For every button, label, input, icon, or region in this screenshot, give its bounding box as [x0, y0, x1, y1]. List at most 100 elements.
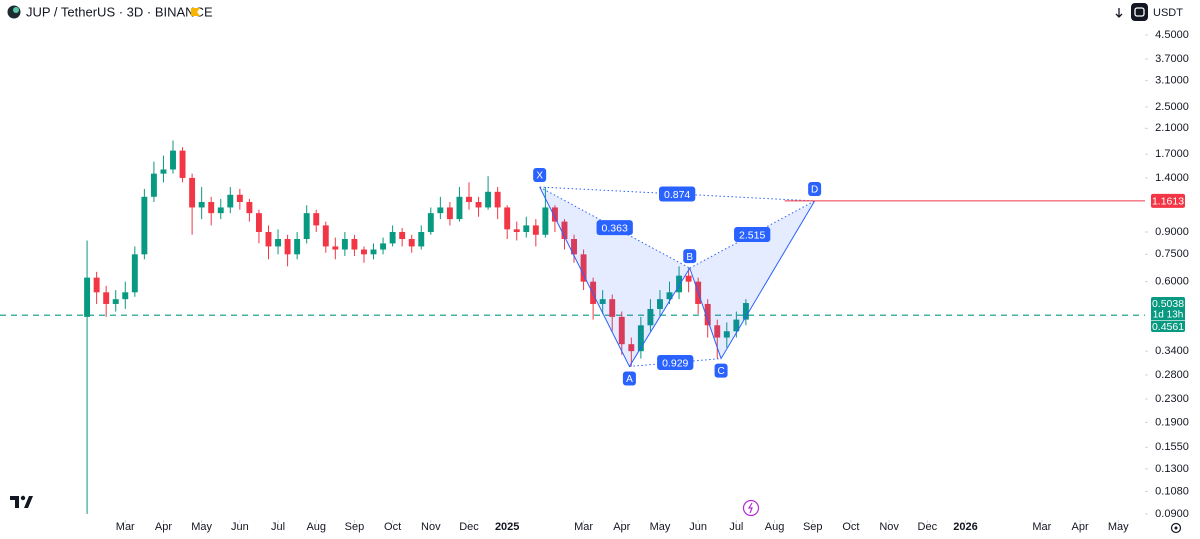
x-tick-label: Dec [459, 521, 479, 533]
event-circle[interactable] [742, 499, 760, 517]
download-icon[interactable] [1115, 8, 1123, 18]
candle-body [198, 202, 205, 208]
candle-body [475, 202, 482, 208]
events-icon[interactable] [742, 499, 760, 517]
ratio-label: 0.874 [664, 189, 690, 201]
candle-body [341, 239, 348, 250]
ratio-label: 0.363 [602, 222, 628, 234]
x-tick-label: Jul [271, 521, 285, 533]
x-tick-label: Aug [306, 521, 326, 533]
x-tick-label: Jun [689, 521, 707, 533]
x-tick-label: Aug [765, 521, 785, 533]
target-price-box [1151, 193, 1185, 208]
y-tick-label: 0.1900 [1155, 416, 1189, 428]
y-tick-label: 0.1080 [1155, 485, 1189, 497]
candle-body [160, 169, 167, 174]
y-tick-label: 0.6000 [1155, 276, 1189, 288]
y-tick-label: 0.9000 [1155, 226, 1189, 238]
candle-body [303, 213, 310, 240]
y-tick-label: 4.5000 [1155, 29, 1189, 41]
x-tick-label: Oct [384, 521, 401, 533]
candle-body [446, 207, 453, 220]
ratio-box [657, 355, 694, 371]
candle-body [609, 299, 616, 317]
candle-body [380, 243, 387, 250]
candle-body [466, 196, 472, 203]
candle-body [265, 232, 272, 247]
symbol-logo-accent [13, 7, 19, 13]
pattern-point-box [533, 168, 547, 183]
sync-icon [1134, 7, 1145, 17]
candle-body [275, 239, 281, 247]
candle-body [351, 239, 358, 250]
y-tick-label: 3.7000 [1155, 53, 1189, 65]
candle-body [246, 202, 253, 214]
symbol-title[interactable]: JUP / TetherUS · 3D · BINANCE [26, 4, 213, 19]
candle-body [332, 246, 339, 250]
x-tick-label: Mar [116, 521, 135, 533]
pattern-point-box [683, 249, 697, 264]
y-tick-label: 0.2800 [1155, 369, 1189, 381]
candle-body [122, 292, 129, 300]
candle-body [618, 316, 625, 345]
candle-body [208, 202, 215, 214]
pattern-point-label: X [536, 171, 543, 182]
pattern-point-label: B [686, 252, 693, 263]
candle-body [313, 213, 320, 226]
settings-icon[interactable] [1170, 522, 1182, 534]
x-tick-label: Oct [842, 521, 859, 533]
candle-body [714, 325, 721, 338]
candle-body [647, 308, 654, 326]
last-price-label: 0.5038 [1152, 298, 1184, 310]
x-tick-label: Sep [803, 521, 823, 533]
ratio-line [629, 358, 722, 367]
candle-body [504, 207, 511, 230]
ratio-label: 2.515 [739, 229, 765, 241]
ratio-box [734, 227, 771, 243]
x-tick-label: Apr [613, 521, 630, 533]
settings-gear[interactable] [1170, 522, 1182, 534]
plot-area: 0.874 0.363 2.515 0.929 X A B C D [0, 140, 1145, 514]
settings-gear-center [1174, 526, 1178, 530]
candle-body [599, 299, 606, 304]
candle-body [255, 213, 262, 233]
y-tick-label: 0.3400 [1155, 345, 1189, 357]
pattern-point-box [808, 181, 822, 196]
ratio-label: 0.929 [662, 357, 688, 369]
x-tick-label: Nov [421, 521, 441, 533]
y-tick-label: 1.4000 [1155, 172, 1189, 184]
candle-body [103, 292, 110, 304]
candle-body [418, 232, 425, 247]
y-tick-label: 3.1000 [1155, 75, 1189, 87]
candle-body [742, 303, 749, 320]
sync-button[interactable] [1131, 3, 1148, 21]
y-tick-label: 2.5000 [1155, 101, 1189, 113]
tv-logo-part [20, 495, 26, 501]
countdown-label: 1d 13h [1153, 310, 1184, 321]
candle-body [284, 239, 291, 255]
candle-body [542, 207, 549, 235]
ratio-box [659, 186, 696, 202]
x-tick-label: Sep [345, 521, 365, 533]
toolbar: JUP / TetherUS · 3D · BINANCE USDT [7, 3, 1183, 21]
candle-body [179, 150, 186, 178]
pattern-fill [689, 200, 815, 359]
candle-body [485, 191, 492, 208]
pattern-point-label: D [811, 185, 818, 196]
candle-body [571, 239, 577, 255]
x-tick-label: Apr [1072, 521, 1089, 533]
flag-icon[interactable] [191, 8, 200, 16]
x-tick-label: Mar [574, 521, 593, 533]
candle-body [370, 249, 377, 255]
last-price-box [1151, 297, 1185, 333]
x-tick-label: Mar [1032, 521, 1051, 533]
candle-body [666, 292, 673, 300]
candle-body [637, 325, 644, 352]
event-bolt [747, 502, 753, 514]
currency-label[interactable]: USDT [1153, 7, 1183, 19]
candle-body [112, 299, 119, 304]
x-tick-label: Jul [729, 521, 743, 533]
y-tick-label: 1.7000 [1155, 148, 1189, 160]
candle-body [399, 232, 406, 240]
candle-body [590, 281, 597, 304]
